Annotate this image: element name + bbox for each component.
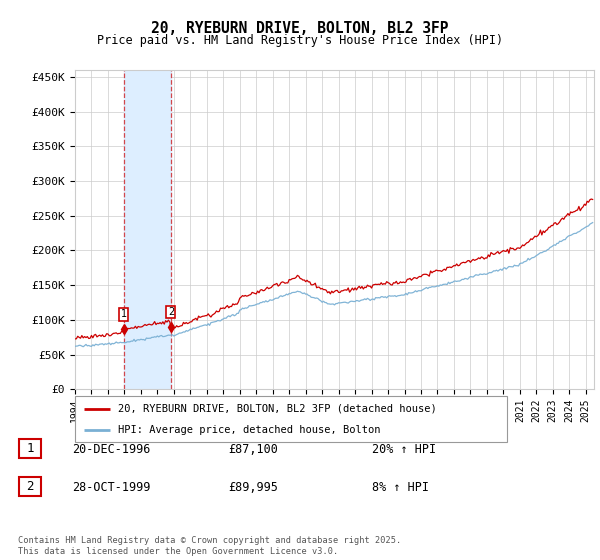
FancyBboxPatch shape bbox=[19, 477, 41, 496]
Text: 28-OCT-1999: 28-OCT-1999 bbox=[72, 480, 151, 494]
Text: 20-DEC-1996: 20-DEC-1996 bbox=[72, 442, 151, 456]
Text: £89,995: £89,995 bbox=[228, 480, 278, 494]
Text: 1: 1 bbox=[26, 442, 34, 455]
Text: £87,100: £87,100 bbox=[228, 442, 278, 456]
Text: 20% ↑ HPI: 20% ↑ HPI bbox=[372, 442, 436, 456]
Text: 1: 1 bbox=[121, 309, 127, 319]
FancyBboxPatch shape bbox=[75, 396, 507, 442]
Text: HPI: Average price, detached house, Bolton: HPI: Average price, detached house, Bolt… bbox=[118, 425, 381, 435]
Text: 8% ↑ HPI: 8% ↑ HPI bbox=[372, 480, 429, 494]
Text: 20, RYEBURN DRIVE, BOLTON, BL2 3FP (detached house): 20, RYEBURN DRIVE, BOLTON, BL2 3FP (deta… bbox=[118, 404, 437, 414]
FancyBboxPatch shape bbox=[19, 439, 41, 458]
Text: Contains HM Land Registry data © Crown copyright and database right 2025.
This d: Contains HM Land Registry data © Crown c… bbox=[18, 536, 401, 556]
Bar bbox=[124, 70, 171, 389]
Text: 20, RYEBURN DRIVE, BOLTON, BL2 3FP: 20, RYEBURN DRIVE, BOLTON, BL2 3FP bbox=[151, 21, 449, 36]
Text: 2: 2 bbox=[168, 307, 174, 317]
Text: 2: 2 bbox=[26, 480, 34, 493]
Text: Price paid vs. HM Land Registry's House Price Index (HPI): Price paid vs. HM Land Registry's House … bbox=[97, 34, 503, 46]
